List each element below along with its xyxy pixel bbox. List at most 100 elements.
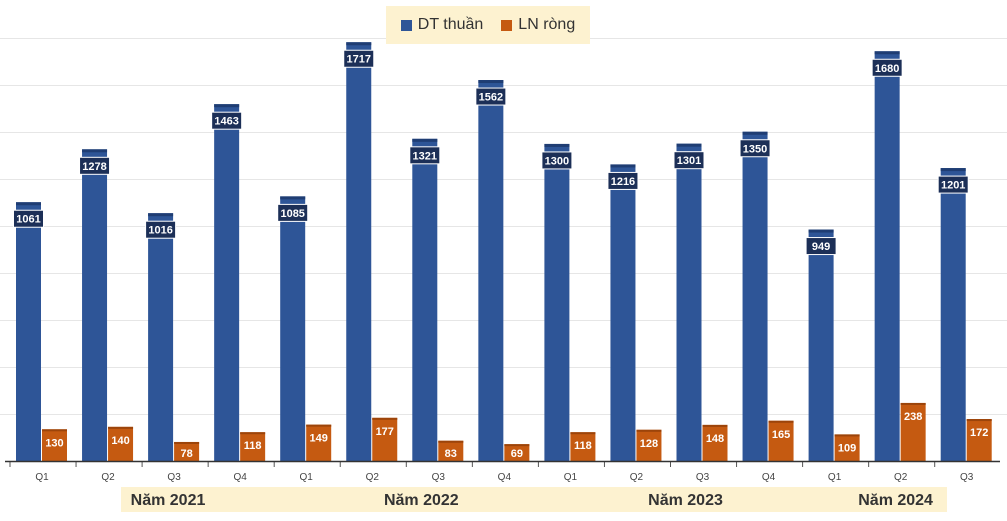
profit-bar-cap	[702, 424, 728, 427]
revenue-bar-cap	[742, 131, 768, 135]
profit-bar	[900, 402, 926, 461]
revenue-bar-cap	[82, 149, 108, 153]
revenue-label-bg	[343, 49, 375, 68]
revenue-label: 1321	[413, 150, 437, 162]
profit-bar	[372, 417, 398, 461]
revenue-bar	[412, 138, 438, 461]
x-tick-label: Q1	[300, 472, 314, 483]
revenue-label: 1300	[545, 155, 569, 167]
revenue-label-bg	[871, 58, 903, 77]
revenue-label: 1216	[611, 176, 635, 188]
revenue-bar	[16, 202, 41, 461]
revenue-label: 1301	[677, 155, 701, 167]
revenue-bar	[940, 168, 966, 461]
legend: DT thuần LN ròng	[386, 6, 590, 44]
x-tick-label: Q4	[233, 472, 247, 483]
profit-bar-cap	[966, 419, 992, 422]
profit-label: 148	[706, 433, 724, 445]
revenue-bar	[874, 51, 900, 462]
profit-label: 149	[310, 433, 328, 445]
profit-bar-cap	[42, 429, 67, 432]
revenue-bar-cap	[412, 138, 438, 142]
year-group-label: Năm 2023	[648, 492, 723, 509]
revenue-label: 949	[812, 241, 830, 253]
profit-bar-cap	[504, 444, 530, 447]
revenue-bar	[148, 213, 174, 461]
x-tick-label: Q2	[101, 472, 115, 483]
profit-label: 109	[838, 442, 856, 454]
profit-bar	[504, 444, 530, 461]
x-tick-label: Q3	[432, 472, 446, 483]
legend-swatch-profit	[501, 19, 513, 31]
profit-bar	[768, 420, 794, 461]
profit-bar-cap	[834, 434, 860, 437]
profit-bar-cap	[900, 402, 926, 405]
profit-label: 140	[111, 435, 129, 447]
revenue-label-bg	[409, 146, 441, 165]
profit-bar-cap	[240, 432, 266, 435]
profit-label: 177	[376, 426, 394, 438]
x-tick-label: Q2	[630, 472, 644, 483]
revenue-bar-cap	[148, 213, 174, 217]
legend-label-revenue: DT thuần	[417, 16, 484, 33]
profit-label: 118	[244, 440, 262, 452]
x-tick-label: Q4	[498, 472, 512, 483]
revenue-label-bg	[673, 151, 705, 170]
profit-bar	[702, 424, 728, 461]
profit-bar-cap	[768, 420, 794, 423]
x-tick-label: Q2	[366, 472, 380, 483]
revenue-label: 1201	[941, 180, 965, 192]
revenue-bar	[808, 229, 834, 461]
profit-bar	[966, 419, 992, 461]
x-tick-label: Q4	[762, 472, 776, 483]
x-tick-label: Q1	[35, 472, 49, 483]
revenue-label-bg	[607, 171, 639, 190]
profit-bar-cap	[174, 441, 200, 444]
revenue-label-bg	[805, 237, 837, 256]
revenue-label: 1562	[479, 92, 503, 104]
revenue-label: 1463	[214, 116, 238, 128]
revenue-bar-cap	[346, 42, 372, 46]
revenue-label: 1061	[16, 214, 40, 226]
profit-bar-cap	[306, 424, 332, 427]
revenue-label-bg	[475, 87, 507, 106]
revenue-bar	[82, 149, 108, 461]
revenue-label-bg	[739, 139, 771, 158]
revenue-bar	[610, 164, 636, 462]
profit-bar	[174, 441, 200, 461]
profit-bar	[108, 426, 134, 461]
year-band	[121, 487, 947, 512]
revenue-bar	[742, 131, 768, 461]
profit-label: 172	[970, 427, 988, 439]
revenue-label: 1016	[148, 225, 172, 237]
x-tick-label: Q2	[894, 472, 908, 483]
x-tick-label: Q1	[564, 472, 578, 483]
profit-label: 118	[574, 440, 592, 452]
profit-bar-cap	[372, 417, 398, 420]
revenue-bar	[676, 143, 702, 461]
profit-label: 130	[45, 437, 63, 449]
profit-bar	[306, 424, 332, 461]
profit-label: 165	[772, 429, 790, 441]
x-tick-label: Q3	[167, 472, 181, 483]
revenue-bar-cap	[940, 168, 966, 172]
revenue-label: 1680	[875, 63, 899, 75]
legend-item-revenue: DT thuần	[400, 16, 484, 34]
profit-bar	[438, 440, 464, 461]
revenue-bar-cap	[808, 229, 834, 233]
year-group-label: Năm 2022	[384, 492, 459, 509]
legend-swatch-revenue	[400, 19, 412, 31]
revenue-bar	[280, 196, 306, 461]
profit-bar-cap	[636, 429, 662, 432]
revenue-bar-cap	[280, 196, 306, 200]
revenue-bar-cap	[874, 51, 900, 55]
profit-label: 83	[445, 448, 457, 460]
revenue-label-bg	[79, 156, 111, 175]
year-group-label: Năm 2021	[131, 492, 206, 509]
revenue-label: 1085	[280, 208, 304, 220]
revenue-label-bg	[937, 175, 969, 194]
profit-bar	[42, 429, 67, 461]
revenue-bar-cap	[16, 202, 41, 206]
revenue-label-bg	[541, 151, 573, 170]
